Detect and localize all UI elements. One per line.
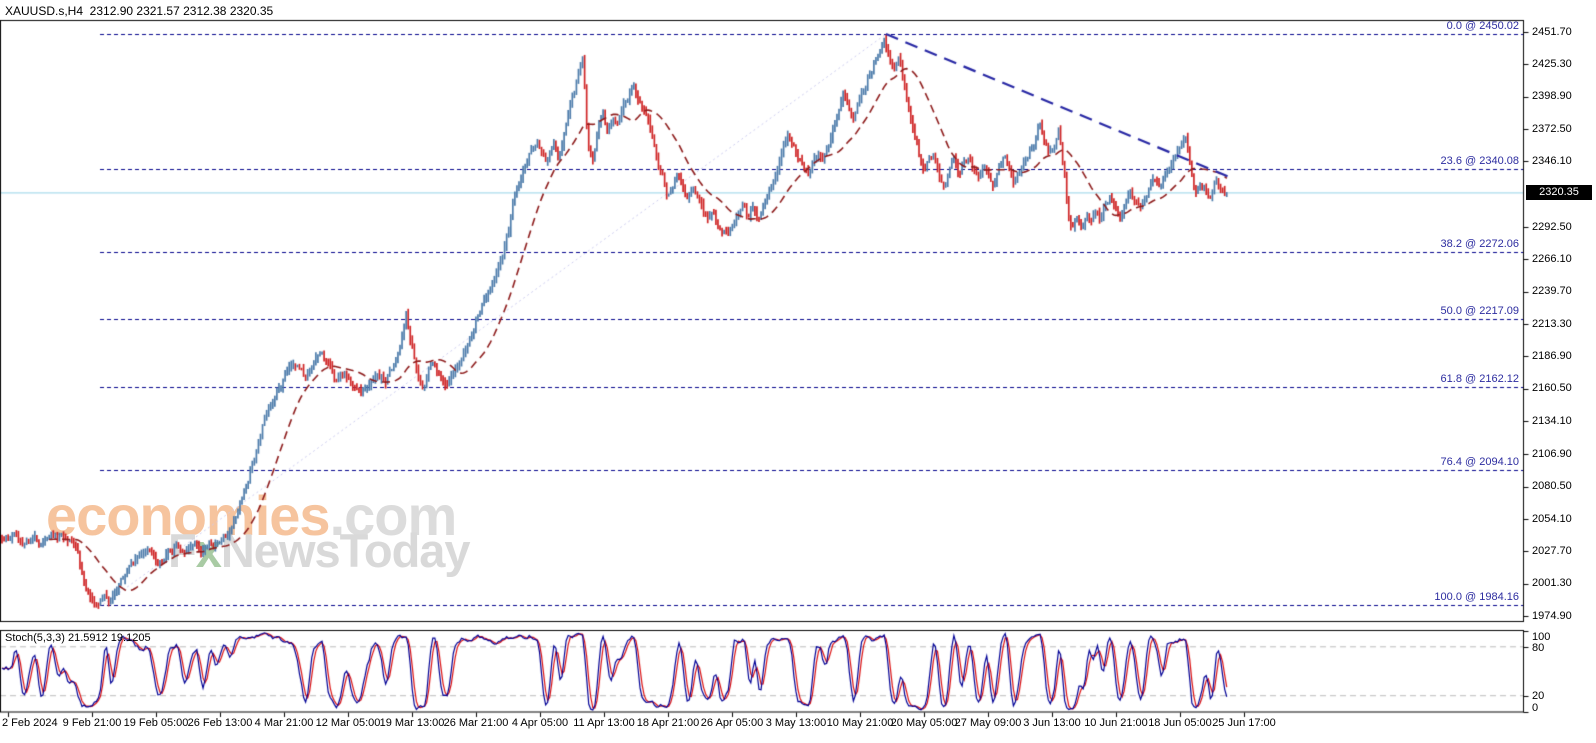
fib-level-label-4: 61.8 @ 2162.12 (1440, 372, 1519, 385)
date-axis-label: 18 Apr 21:00 (636, 717, 700, 729)
date-axis-label: 3 Jun 13:00 (1023, 717, 1081, 729)
date-axis-label: 26 Apr 05:00 (700, 717, 764, 729)
price-axis-label: 2054.10 (1532, 512, 1572, 525)
fib-level-label-5: 76.4 @ 2094.10 (1440, 456, 1519, 469)
date-axis-label: 11 Apr 13:00 (573, 717, 635, 729)
price-axis-label: 2213.30 (1532, 317, 1572, 330)
date-axis-label: 27 May 09:00 (954, 717, 1022, 729)
price-axis-label: 2372.50 (1532, 122, 1572, 135)
date-axis-label: 19 Mar 13:00 (379, 717, 445, 729)
price-axis-label: 2027.70 (1532, 544, 1572, 557)
fib-level-label-3: 50.0 @ 2217.09 (1440, 305, 1519, 318)
stoch-scale-label: 0 (1532, 702, 1539, 714)
stoch-scale-label: 80 (1532, 642, 1545, 654)
date-axis-label: 9 Feb 21:00 (62, 717, 122, 729)
date-axis-label: 10 Jun 21:00 (1084, 717, 1148, 729)
date-axis-label: 20 May 05:00 (890, 717, 958, 729)
price-axis-label: 2346.10 (1532, 154, 1572, 167)
fib-level-label-0: 0.0 @ 2450.02 (1446, 20, 1519, 33)
date-axis-label: 2 Feb 2024 (2, 717, 58, 729)
fib-level-label-1: 23.6 @ 2340.08 (1440, 154, 1519, 167)
fib-level-label-2: 38.2 @ 2272.06 (1440, 238, 1519, 251)
price-axis-label: 2239.70 (1532, 285, 1572, 298)
date-axis-label: 4 Mar 21:00 (254, 717, 314, 729)
date-axis-label: 12 Mar 05:00 (315, 717, 381, 729)
price-axis-label: 2080.50 (1532, 480, 1572, 493)
price-axis-label: 2398.90 (1532, 90, 1572, 103)
price-axis-label: 2292.50 (1532, 220, 1572, 233)
price-axis-label: 2186.90 (1532, 349, 1572, 362)
price-axis-label: 2001.30 (1532, 577, 1572, 590)
price-axis-label: 2266.10 (1532, 252, 1572, 265)
chart-title: XAUUSD.s,H4 2312.90 2321.57 2312.38 2320… (5, 4, 274, 18)
price-axis-label: 2425.30 (1532, 57, 1572, 70)
date-axis-label: 18 Jun 05:00 (1148, 717, 1212, 729)
date-axis-label: 26 Feb 13:00 (187, 717, 253, 729)
price-axis-label: 1974.90 (1532, 609, 1572, 622)
price-axis-label: 2160.50 (1532, 382, 1572, 395)
date-axis-label: 4 Apr 05:00 (511, 717, 569, 729)
date-axis-label: 19 Feb 05:00 (123, 717, 189, 729)
date-axis-label: 26 Mar 21:00 (443, 717, 509, 729)
price-axis-label: 2106.90 (1532, 447, 1572, 460)
price-axis-label: 2451.70 (1532, 25, 1572, 38)
stoch-scale-label: 20 (1532, 690, 1545, 702)
date-axis-label: 3 May 13:00 (765, 717, 827, 729)
current-price-tag: 2320.35 (1526, 185, 1592, 200)
fib-level-label-6: 100.0 @ 1984.16 (1434, 590, 1519, 603)
date-axis-label: 25 Jun 17:00 (1212, 717, 1276, 729)
date-axis-label: 10 May 21:00 (826, 717, 894, 729)
stoch-scale-label: 100 (1532, 631, 1551, 643)
stoch-indicator-label: Stoch(5,3,3) 21.5912 19.1205 (5, 632, 151, 644)
price-axis-label: 2134.10 (1532, 414, 1572, 427)
